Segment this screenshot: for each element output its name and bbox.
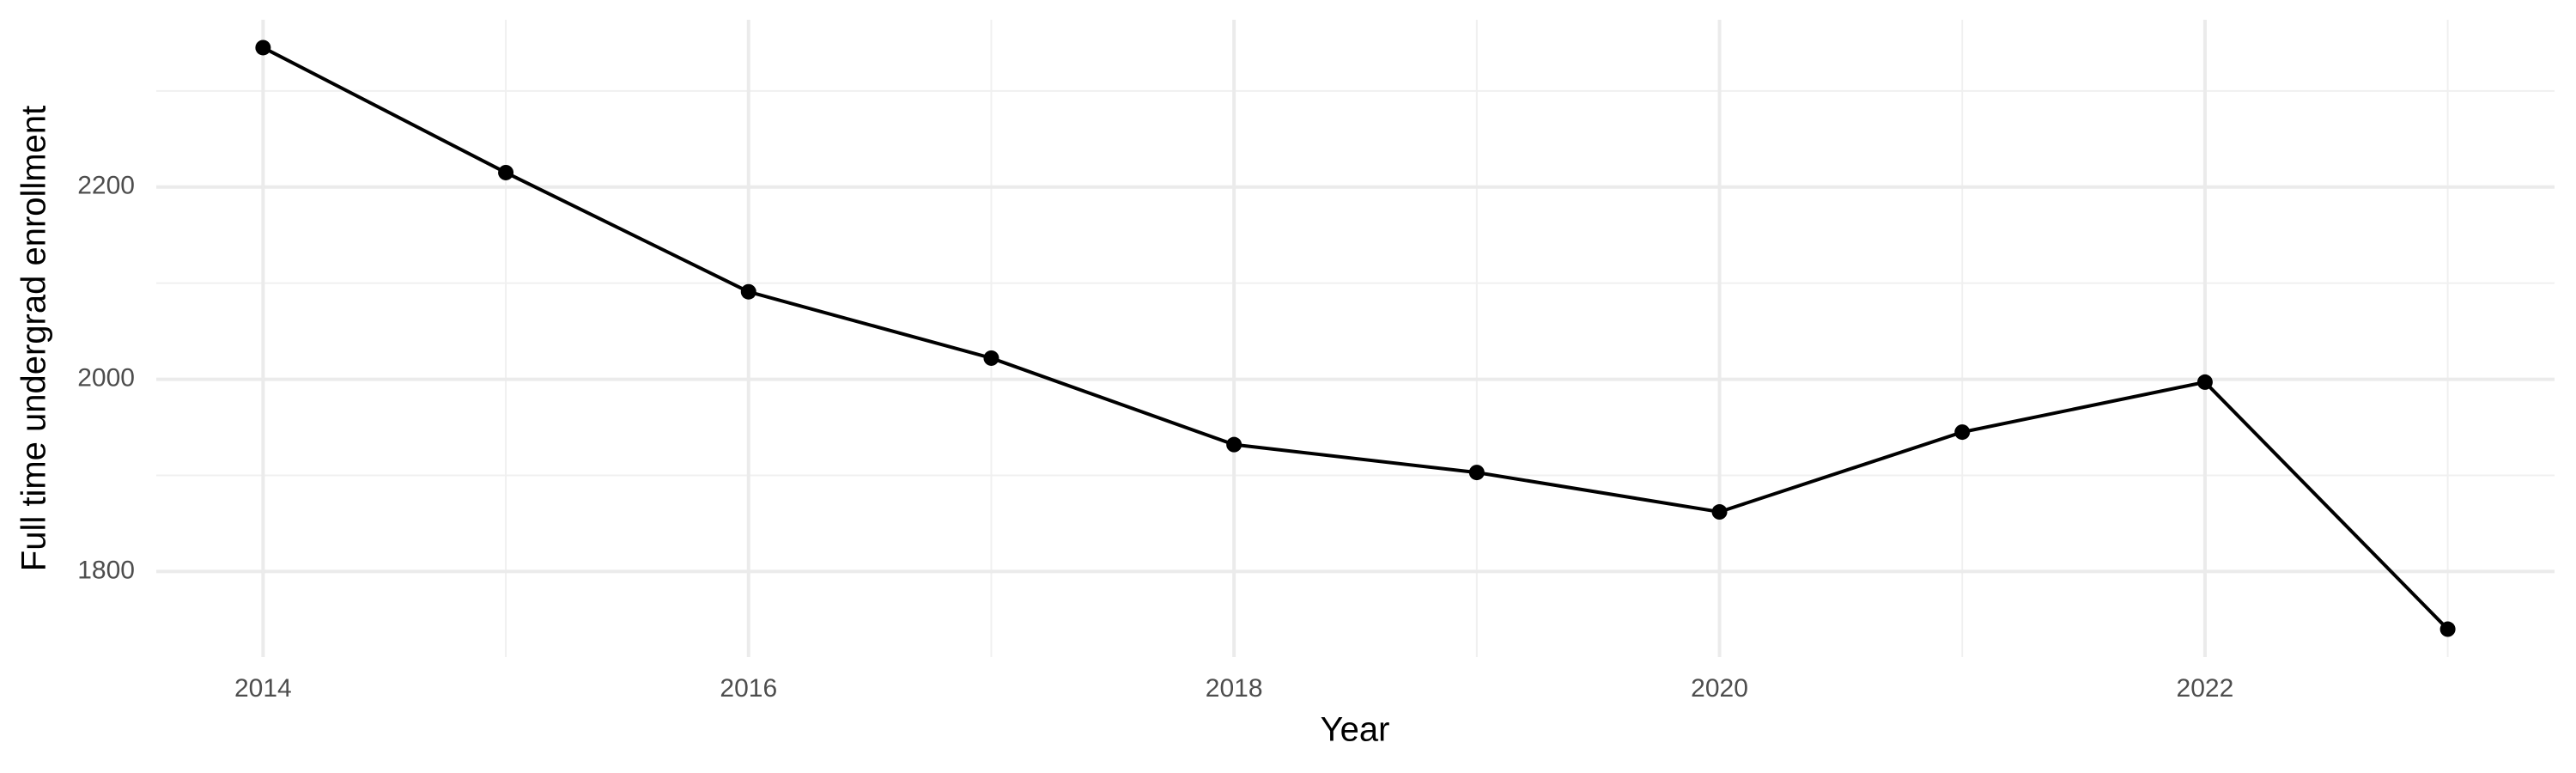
data-point [1711,504,1728,520]
data-point [740,283,756,300]
data-point [1468,465,1485,481]
data-line [262,46,2450,630]
data-point [1226,436,1242,453]
x-axis-title: Year [1321,711,1390,749]
y-axis-title: Full time undergrad enrollment [15,106,53,571]
x-tick-label: 2014 [234,674,292,703]
x-tick-label: 2020 [1691,674,1748,703]
data-point [1954,424,1971,441]
x-tick-label: 2016 [720,674,777,703]
data-point [983,350,999,366]
data-point [2196,374,2213,390]
data-point [255,40,271,56]
y-tick-label: 1800 [77,556,135,584]
y-tick-label: 2200 [77,172,135,200]
y-tick-label: 2000 [77,363,135,392]
x-tick-label: 2018 [1206,674,1263,703]
data-point [2439,621,2456,637]
data-point [498,164,514,180]
x-tick-label: 2022 [2177,674,2234,703]
